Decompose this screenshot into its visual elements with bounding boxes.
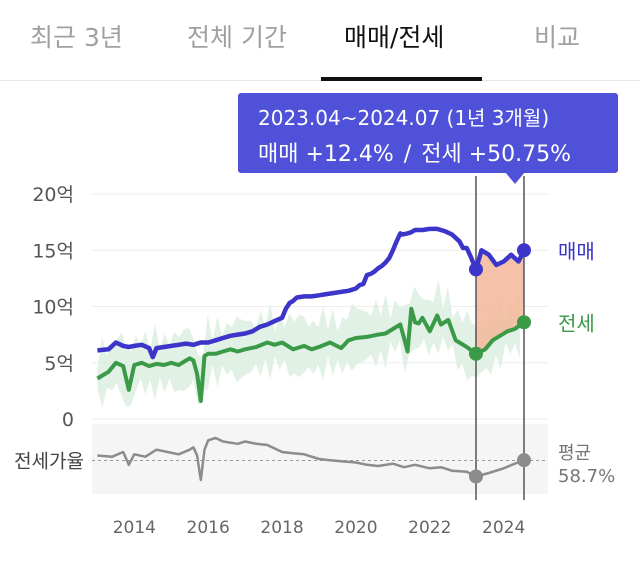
tab-recent-3-years[interactable]: 최근 3년 [30, 23, 123, 52]
tooltip-jeonse-change: 전세 +50.75% [421, 142, 572, 167]
tab-all-period[interactable]: 전체 기간 [187, 23, 287, 52]
tooltip-pointer [505, 172, 525, 184]
sale-series-label: 매매 [558, 239, 595, 263]
tab-compare[interactable]: 비교 [534, 23, 581, 52]
x-tick-label: 2020 [334, 518, 377, 538]
ratio-series-label: 전세가율 [14, 451, 84, 473]
period-endpoint-marker [468, 262, 483, 277]
period-endpoint-marker [516, 243, 531, 258]
y-tick-label: 5억 [44, 353, 74, 375]
y-tick-label: 20억 [32, 184, 74, 206]
tooltip-separator: / [403, 142, 412, 167]
tab-sale-jeonse[interactable]: 매매/전세 [344, 23, 445, 52]
sale-line [97, 226, 527, 360]
ratio-line [97, 436, 525, 482]
jeonse-series-label: 전세 [558, 311, 595, 335]
y-tick-label: 10억 [32, 297, 74, 319]
tab-bar: 최근 3년 전체 기간 매매/전세 비교 [0, 0, 640, 81]
y-tick-label: 0 [62, 409, 74, 431]
range-tooltip: 2023.04~2024.07 (1년 3개월) 매매 +12.4% / 전세 +5… [238, 93, 618, 173]
x-tick-label: 2022 [408, 518, 451, 538]
y-tick-label: 15억 [32, 240, 74, 262]
active-tab-indicator [321, 77, 482, 81]
tooltip-period: 2023.04~2024.07 (1년 3개월) [258, 106, 550, 130]
period-endpoint-marker [468, 346, 483, 361]
ratio-endpoint-marker [468, 469, 483, 484]
x-tick-label: 2018 [260, 518, 303, 538]
x-tick-label: 2014 [113, 518, 156, 538]
x-tick-label: 2016 [187, 518, 230, 538]
tooltip-sale-change: 매매 +12.4% [258, 142, 394, 167]
ratio-average-label: 평균 [558, 443, 591, 464]
x-tick-label: 2024 [482, 518, 525, 538]
ratio-endpoint-marker [516, 453, 531, 468]
period-endpoint-marker [516, 315, 531, 330]
ratio-average-value: 58.7% [558, 466, 615, 487]
jeonse-line [96, 306, 526, 403]
tooltip-changes: 매매 +12.4% / 전세 +50.75% [258, 136, 571, 168]
